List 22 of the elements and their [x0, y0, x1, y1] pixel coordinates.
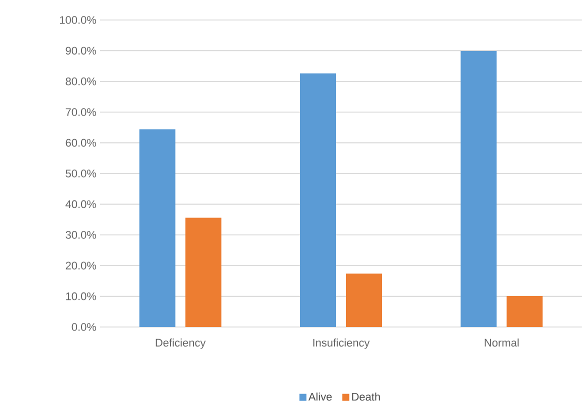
y-tick-label: 20.0% [66, 262, 96, 270]
x-tick-label: Deficiency [156, 338, 206, 349]
bar [460, 51, 497, 327]
y-tick-label: 90.0% [66, 46, 96, 55]
y-tick-label: 30.0% [66, 231, 96, 239]
bar [506, 296, 543, 327]
y-tick-label: 80.0% [66, 78, 96, 86]
y-tick-label: 100.0% [60, 16, 96, 24]
bar [185, 218, 222, 327]
y-tick-label: 70.0% [66, 108, 96, 116]
legend-label: Death [352, 392, 380, 401]
y-tick-label: 0.0% [72, 323, 96, 331]
y-tick-label: 40.0% [66, 200, 96, 208]
y-tick-label: 10.0% [66, 292, 96, 300]
bar [300, 73, 336, 327]
x-tick-label: Normal [484, 338, 519, 347]
x-tick-label: Insuficiency [313, 338, 370, 349]
y-tick-label: 50.0% [66, 170, 96, 178]
bar [139, 129, 176, 327]
bar [346, 274, 382, 327]
legend-label: Alive [308, 392, 332, 401]
y-tick-label: 60.0% [66, 138, 96, 147]
